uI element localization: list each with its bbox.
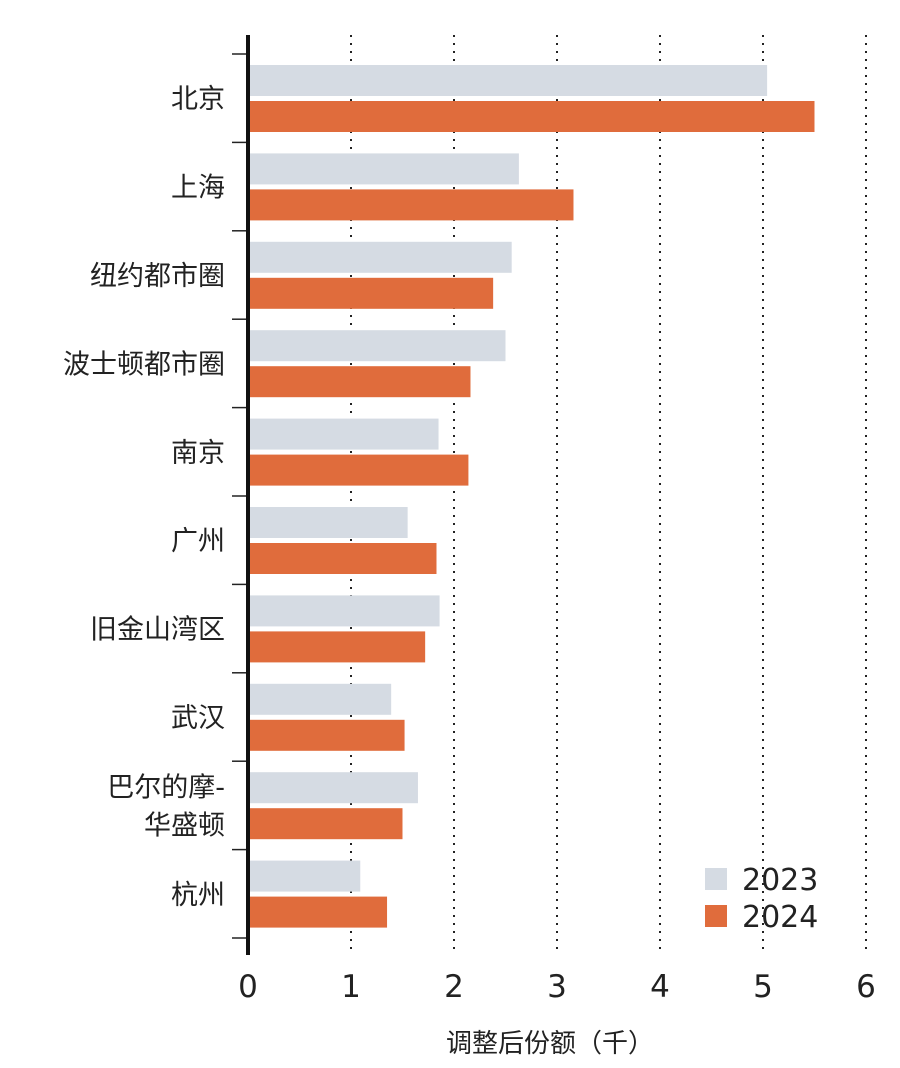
bar-2023 [248, 860, 361, 892]
category-label: 南京 [171, 438, 225, 469]
category-label: 广州 [171, 526, 225, 557]
x-tick-label: 4 [650, 969, 670, 1005]
x-tick-label: 0 [238, 969, 258, 1005]
x-tick-label: 3 [547, 969, 567, 1005]
x-tick-label: 6 [856, 969, 876, 1005]
x-tick-label: 1 [341, 969, 361, 1005]
category-label: 波士顿都市圈 [63, 349, 225, 380]
x-axis-label: 调整后份额（千） [446, 1029, 654, 1059]
bar-2024 [248, 101, 815, 132]
bar-2024 [248, 366, 471, 398]
x-tick-label: 5 [753, 969, 773, 1005]
x-tick-label: 2 [444, 969, 464, 1005]
bar-2023 [248, 507, 408, 538]
bar-2023 [248, 418, 439, 450]
category-label: 纽约都市圈 [90, 261, 225, 292]
bar-2023 [248, 595, 440, 627]
bar-2023 [248, 683, 392, 715]
bar-2023 [248, 153, 519, 185]
category-label: 巴尔的摩- [107, 772, 225, 803]
bar-2023 [248, 330, 506, 362]
bar-2024 [248, 189, 574, 221]
category-label: 旧金山湾区 [90, 615, 225, 646]
bar-2024 [248, 543, 437, 574]
bar-2023 [248, 241, 512, 273]
bar-2023 [248, 772, 418, 804]
legend-swatch-2024 [705, 905, 727, 927]
category-label: 上海 [171, 173, 225, 204]
category-label: 华盛顿 [144, 810, 225, 841]
legend-label: 2024 [742, 900, 818, 935]
bar-2024 [248, 277, 494, 309]
bar-2024 [248, 631, 426, 663]
bar-2024 [248, 719, 405, 751]
category-label: 武汉 [171, 703, 225, 734]
category-label: 杭州 [171, 880, 225, 911]
bar-2024 [248, 454, 469, 486]
category-label: 北京 [171, 84, 225, 115]
bar-2024 [248, 808, 403, 840]
bar-2023 [248, 65, 768, 96]
bar-2024 [248, 896, 388, 928]
legend-label: 2023 [742, 863, 818, 898]
legend-swatch-2023 [705, 868, 727, 890]
